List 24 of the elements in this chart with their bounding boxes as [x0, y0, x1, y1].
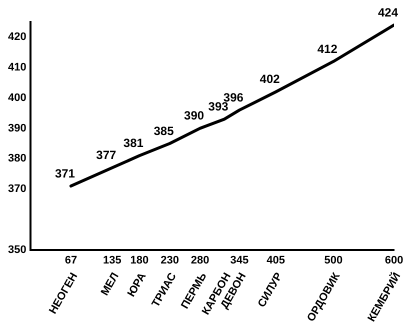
data-label: 371 [54, 166, 76, 180]
data-label: 402 [260, 72, 280, 86]
x-tick-label: 135 [102, 254, 122, 266]
x-tick-label: 345 [230, 254, 249, 266]
data-label: 390 [184, 108, 204, 123]
x-tick-label: 67 [64, 254, 78, 266]
y-tick-label: 390 [8, 122, 26, 134]
x-tick-label: 600 [384, 254, 404, 266]
x-tick-label: 405 [266, 254, 285, 266]
x-tick-label: 230 [160, 254, 179, 266]
data-label: 381 [123, 136, 144, 150]
y-tick-label: 380 [8, 152, 26, 165]
data-label: 385 [154, 124, 174, 138]
x-tick-label: 180 [130, 254, 149, 266]
data-label: 412 [317, 42, 338, 56]
y-tick-label: 420 [8, 31, 26, 44]
y-tick-label: 350 [8, 244, 26, 256]
y-tick-label: 370 [8, 183, 26, 196]
x-tick-label: 280 [190, 254, 210, 266]
y-tick-label: 410 [8, 62, 26, 74]
data-label: 424 [378, 5, 398, 20]
x-tick-label: 500 [324, 254, 343, 266]
data-label: 377 [96, 148, 117, 162]
y-tick-label: 400 [8, 92, 26, 104]
